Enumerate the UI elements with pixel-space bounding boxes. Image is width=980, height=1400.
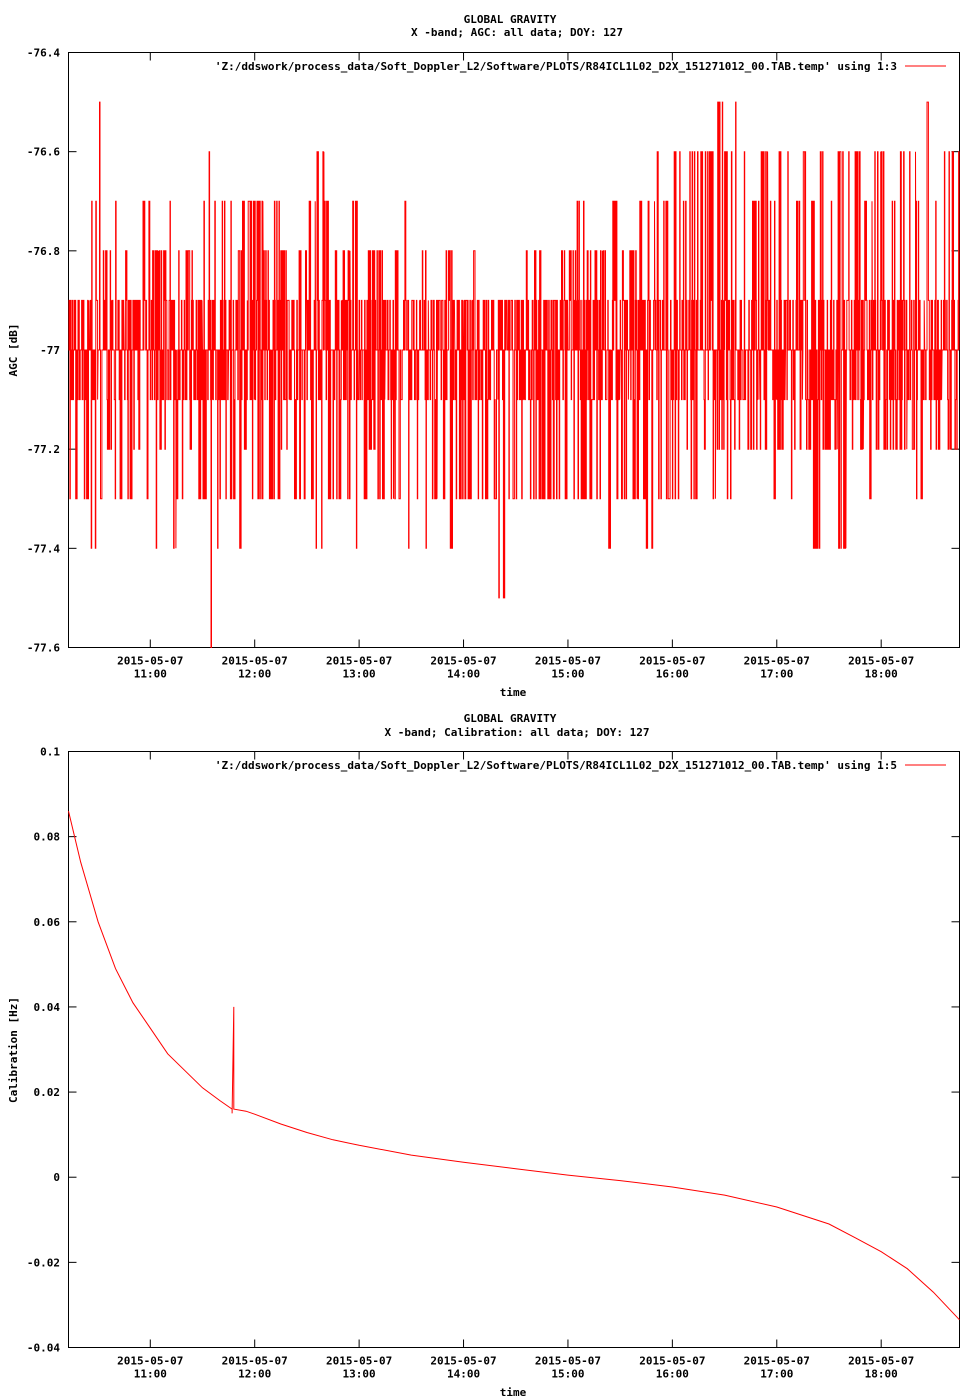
y-tick-label: -76.6 <box>27 146 60 159</box>
y-tick-label: -76.4 <box>27 47 60 60</box>
calibration-x-axis-label: time <box>500 1386 527 1399</box>
calibration-y-axis-label: Calibration [Hz] <box>7 997 20 1103</box>
x-tick-label-date: 2015-05-07 <box>430 1355 496 1368</box>
x-tick-label-time: 17:00 <box>760 1368 793 1381</box>
x-tick-label-time: 18:00 <box>865 668 898 681</box>
agc-x-axis-label: time <box>500 686 527 699</box>
calibration-chart-title: GLOBAL GRAVITY <box>464 712 557 725</box>
y-tick-label: 0.1 <box>40 746 60 759</box>
calibration-series <box>68 810 960 1321</box>
y-tick-label: -0.04 <box>27 1342 60 1355</box>
calibration-y-axis: 0.1 0.08 0.06 0.04 0.02 0 -0.02 -0.04 <box>27 746 960 1355</box>
x-tick-label-date: 2015-05-07 <box>117 1355 183 1368</box>
x-tick-label-time: 16:00 <box>656 1368 689 1381</box>
agc-chart-subtitle: X -band; AGC: all data; DOY: 127 <box>411 26 623 39</box>
x-tick-label-time: 11:00 <box>134 668 167 681</box>
x-tick-label-time: 12:00 <box>238 1368 271 1381</box>
x-tick-label-date: 2015-05-07 <box>848 1355 914 1368</box>
calibration-plot-frame <box>68 751 960 1348</box>
y-tick-label: -77.4 <box>27 542 60 555</box>
calibration-legend-label: 'Z:/ddswork/process_data/Soft_Doppler_L2… <box>215 759 897 772</box>
y-tick-label: -0.02 <box>27 1256 60 1269</box>
agc-chart: GLOBAL GRAVITY X -band; AGC: all data; D… <box>7 13 960 699</box>
x-tick-label-date: 2015-05-07 <box>744 655 810 668</box>
calibration-series-line <box>68 810 960 1321</box>
x-tick-label-date: 2015-05-07 <box>744 1355 810 1368</box>
y-tick-label: -76.8 <box>27 245 60 258</box>
agc-x-axis: 2015-05-0711:002015-05-0712:002015-05-07… <box>117 52 914 681</box>
x-tick-label-time: 17:00 <box>760 668 793 681</box>
agc-series-line <box>68 101 960 648</box>
y-tick-label: 0.06 <box>34 916 61 929</box>
x-tick-label-date: 2015-05-07 <box>222 1355 288 1368</box>
agc-series <box>68 101 960 648</box>
x-tick-label-time: 14:00 <box>447 668 480 681</box>
x-tick-label-date: 2015-05-07 <box>326 655 392 668</box>
x-tick-label-time: 11:00 <box>134 1368 167 1381</box>
y-tick-label: 0.02 <box>34 1086 61 1099</box>
x-tick-label-date: 2015-05-07 <box>535 1355 601 1368</box>
agc-legend-label: 'Z:/ddswork/process_data/Soft_Doppler_L2… <box>215 60 897 73</box>
x-tick-label-date: 2015-05-07 <box>326 1355 392 1368</box>
x-tick-label-date: 2015-05-07 <box>117 655 183 668</box>
agc-chart-title: GLOBAL GRAVITY <box>464 13 557 26</box>
x-tick-label-time: 13:00 <box>343 668 376 681</box>
x-tick-label-time: 18:00 <box>865 1368 898 1381</box>
x-tick-label-time: 15:00 <box>551 668 584 681</box>
x-tick-label-date: 2015-05-07 <box>639 1355 705 1368</box>
x-tick-label-time: 13:00 <box>343 1368 376 1381</box>
x-tick-label-time: 15:00 <box>551 1368 584 1381</box>
x-tick-label-date: 2015-05-07 <box>639 655 705 668</box>
y-tick-label: 0.04 <box>34 1001 61 1014</box>
x-tick-label-time: 16:00 <box>656 668 689 681</box>
x-tick-label-time: 12:00 <box>238 668 271 681</box>
x-tick-label-date: 2015-05-07 <box>535 655 601 668</box>
calibration-chart-subtitle: X -band; Calibration: all data; DOY: 127 <box>385 726 650 739</box>
x-tick-label-date: 2015-05-07 <box>222 655 288 668</box>
agc-y-axis-label: AGC [dB] <box>7 324 20 377</box>
x-tick-label-time: 14:00 <box>447 1368 480 1381</box>
calibration-chart: GLOBAL GRAVITY X -band; Calibration: all… <box>7 712 960 1399</box>
y-tick-label: -77.6 <box>27 642 60 655</box>
y-tick-label: -77.2 <box>27 443 60 456</box>
y-tick-label: 0.08 <box>34 831 61 844</box>
x-tick-label-date: 2015-05-07 <box>430 655 496 668</box>
y-tick-label: -77 <box>40 344 60 357</box>
x-tick-label-date: 2015-05-07 <box>848 655 914 668</box>
y-tick-label: 0 <box>53 1171 60 1184</box>
calibration-x-axis: 2015-05-0711:002015-05-0712:002015-05-07… <box>117 751 914 1381</box>
